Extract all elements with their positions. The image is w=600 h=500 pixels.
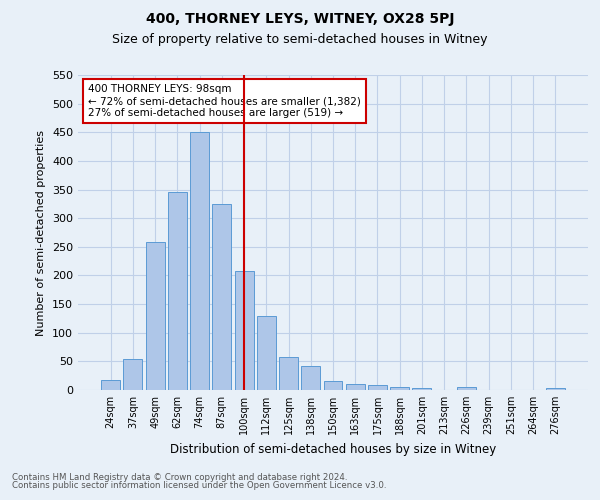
Bar xyxy=(212,204,231,390)
Bar xyxy=(546,388,565,390)
Bar xyxy=(101,380,120,390)
Text: Contains HM Land Registry data © Crown copyright and database right 2024.: Contains HM Land Registry data © Crown c… xyxy=(12,473,347,482)
Text: 400 THORNEY LEYS: 98sqm
← 72% of semi-detached houses are smaller (1,382)
27% of: 400 THORNEY LEYS: 98sqm ← 72% of semi-de… xyxy=(88,84,361,117)
Bar xyxy=(301,366,320,390)
Bar xyxy=(168,192,187,390)
Bar xyxy=(412,388,431,390)
Bar xyxy=(323,382,343,390)
Text: Size of property relative to semi-detached houses in Witney: Size of property relative to semi-detach… xyxy=(112,32,488,46)
Bar xyxy=(279,358,298,390)
Bar xyxy=(346,384,365,390)
Bar xyxy=(390,387,409,390)
Bar xyxy=(235,271,254,390)
X-axis label: Distribution of semi-detached houses by size in Witney: Distribution of semi-detached houses by … xyxy=(170,442,496,456)
Bar xyxy=(457,387,476,390)
Bar xyxy=(368,385,387,390)
Bar xyxy=(190,132,209,390)
Text: 400, THORNEY LEYS, WITNEY, OX28 5PJ: 400, THORNEY LEYS, WITNEY, OX28 5PJ xyxy=(146,12,454,26)
Text: Contains public sector information licensed under the Open Government Licence v3: Contains public sector information licen… xyxy=(12,480,386,490)
Y-axis label: Number of semi-detached properties: Number of semi-detached properties xyxy=(37,130,46,336)
Bar xyxy=(257,316,276,390)
Bar xyxy=(146,242,164,390)
Bar xyxy=(124,358,142,390)
